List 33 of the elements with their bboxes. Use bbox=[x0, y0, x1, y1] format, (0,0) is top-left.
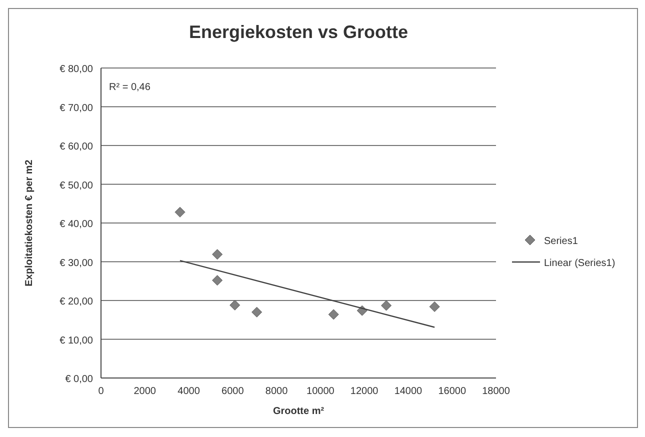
y-tick-label: € 80,00 bbox=[60, 64, 94, 75]
point bbox=[252, 306, 262, 318]
x-tick-label: 10000 bbox=[306, 386, 335, 397]
y-tick-label: € 0,00 bbox=[65, 374, 94, 385]
chart-title: Energiekosten vs Grootte bbox=[188, 22, 408, 42]
x-tick-label: 2000 bbox=[134, 386, 156, 397]
y-axis-title: Exploitatiekosten € per m2 bbox=[24, 159, 35, 286]
annotation: R² = 0,46 bbox=[109, 82, 151, 93]
x-tick-label: 6000 bbox=[222, 386, 244, 397]
x-tick-label: 4000 bbox=[178, 386, 200, 397]
point bbox=[212, 249, 223, 260]
x-tick-label: 8000 bbox=[265, 386, 288, 397]
x-axis-title: Grootte m² bbox=[272, 406, 325, 417]
x-tick-label: 16000 bbox=[438, 386, 466, 397]
point bbox=[328, 309, 339, 320]
y-tick-label: € 40,00 bbox=[60, 219, 94, 230]
point bbox=[429, 301, 440, 312]
y-tick-label: € 20,00 bbox=[60, 296, 94, 308]
legend-label: Series1 bbox=[544, 236, 578, 247]
point bbox=[381, 300, 392, 311]
point bbox=[174, 206, 186, 218]
legend-label: Linear (Series1) bbox=[544, 258, 616, 269]
y-tick-label: € 70,00 bbox=[60, 102, 94, 114]
y-tick-label: € 50,00 bbox=[60, 180, 94, 192]
y-tick-label: € 30,00 bbox=[60, 258, 94, 269]
x-tick-label: 12000 bbox=[350, 386, 379, 397]
x-tick-label: 14000 bbox=[394, 386, 423, 397]
point bbox=[212, 275, 223, 286]
y-tick-label: € 60,00 bbox=[60, 142, 94, 152]
x-tick-label: 0 bbox=[98, 386, 104, 397]
point bbox=[230, 300, 240, 310]
y-tick-label: € 10,00 bbox=[60, 335, 94, 346]
x-tick-label: 18000 bbox=[482, 386, 510, 397]
